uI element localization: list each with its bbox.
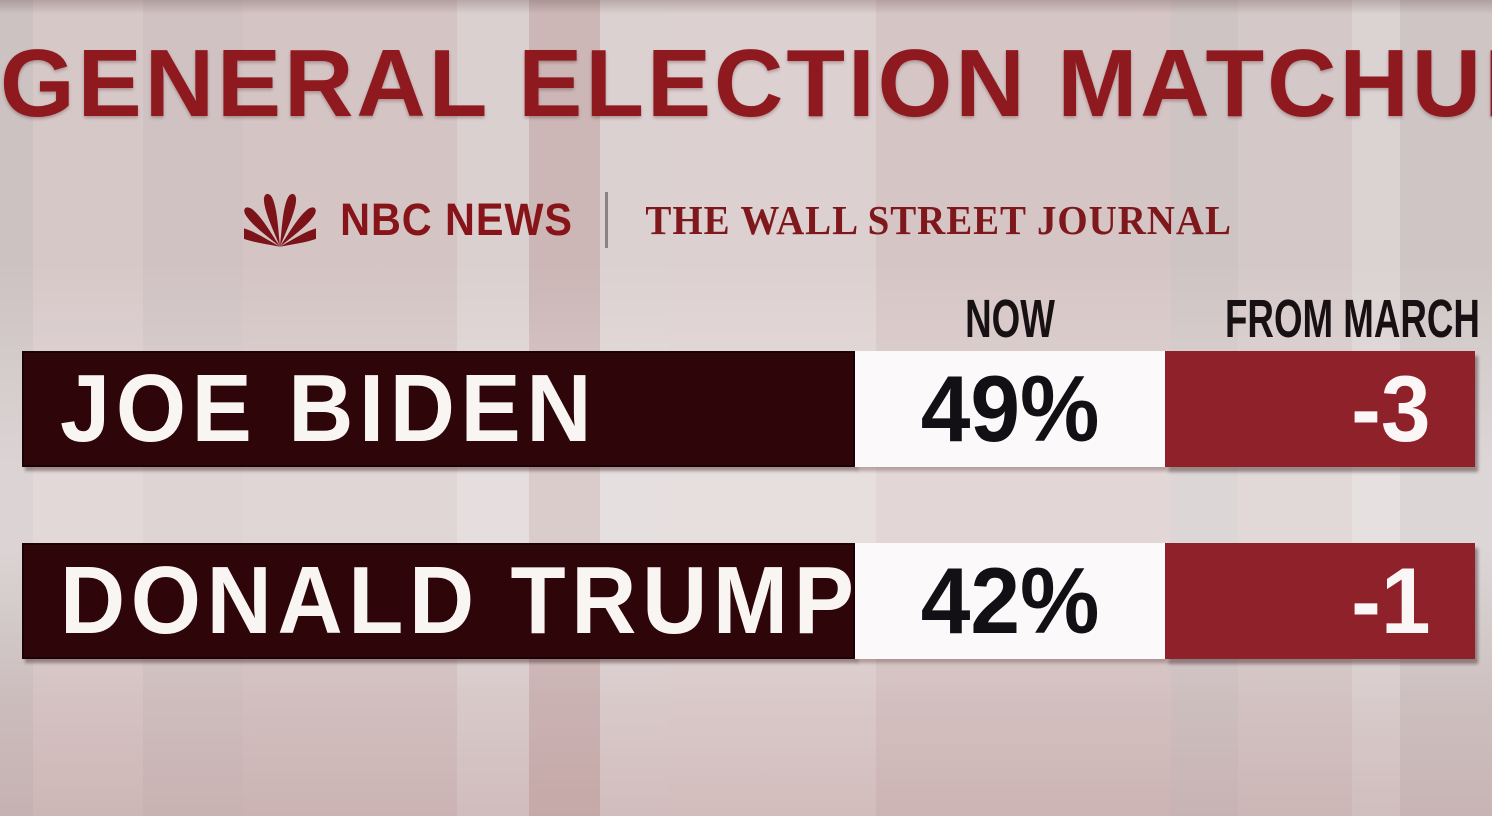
candidate-name: JOE BIDEN (60, 355, 598, 462)
change-from-march-cell: -3 (1165, 351, 1475, 467)
candidate-name: DONALD TRUMP (60, 547, 855, 654)
now-value: 42% (920, 548, 1100, 653)
wsj-logo: THE WALL STREET JOURNAL (645, 197, 1233, 243)
nbc-news-logo: NBC NEWS (340, 194, 574, 245)
change-from-march-cell: -1 (1165, 543, 1475, 659)
table-row-biden: JOE BIDEN 49% -3 (0, 351, 1492, 467)
now-value-cell: 49% (855, 351, 1165, 467)
candidate-name-bar: DONALD TRUMP (22, 543, 855, 659)
column-header-now: NOW (965, 289, 1055, 349)
change-from-march-value: -1 (1351, 548, 1431, 653)
change-from-march-value: -3 (1351, 356, 1431, 461)
table-row-trump: DONALD TRUMP 42% -1 (0, 543, 1492, 659)
now-value-cell: 42% (855, 543, 1165, 659)
nbc-peacock-icon (244, 193, 317, 247)
candidate-name-bar: JOE BIDEN (22, 351, 855, 467)
now-value: 49% (920, 356, 1100, 461)
logo-divider (605, 192, 609, 248)
column-header-from-march: FROM MARCH (1224, 289, 1480, 349)
source-branding: NBC NEWS THE WALL STREET JOURNAL (0, 188, 1492, 252)
page-title: GENERAL ELECTION MATCHUP (0, 30, 1492, 137)
